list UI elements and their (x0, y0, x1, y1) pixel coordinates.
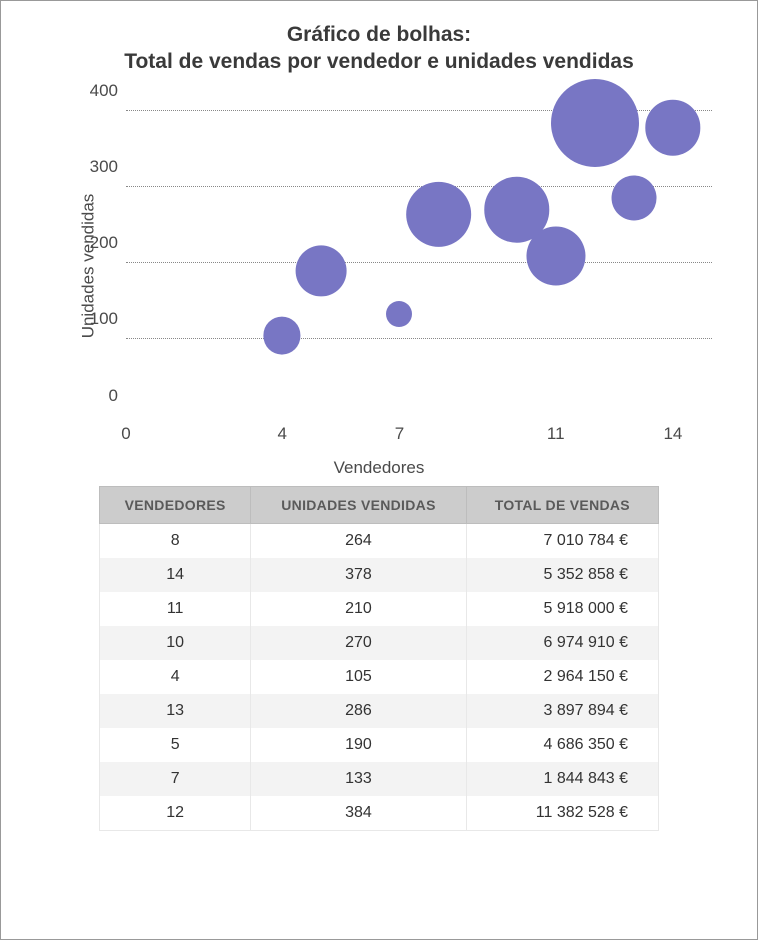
table-cell: 5 918 000 € (466, 592, 658, 626)
table-row: 112105 918 000 € (100, 592, 659, 626)
table-cell: 210 (251, 592, 466, 626)
table-cell: 105 (251, 660, 466, 694)
table-cell: 3 897 894 € (466, 694, 658, 728)
y-tick-label: 100 (76, 309, 118, 329)
table-row: 41052 964 150 € (100, 660, 659, 694)
table-row: 1238411 382 528 € (100, 796, 659, 831)
table-row: 132863 897 894 € (100, 694, 659, 728)
x-tick-label: 14 (663, 424, 682, 444)
bubble (551, 79, 639, 167)
table-row: 143785 352 858 € (100, 558, 659, 592)
bubble (386, 301, 412, 327)
table-cell: 6 974 910 € (466, 626, 658, 660)
table-cell: 11 382 528 € (466, 796, 658, 831)
table-cell: 2 964 150 € (466, 660, 658, 694)
table-cell: 190 (251, 728, 466, 762)
table-cell: 5 (100, 728, 251, 762)
gridline (126, 262, 712, 263)
x-tick-label: 7 (395, 424, 404, 444)
plot-area: 01002003004000471114 (126, 96, 712, 416)
table-cell: 384 (251, 796, 466, 831)
table-cell: 133 (251, 762, 466, 796)
bubble (645, 100, 700, 155)
y-tick-label: 200 (76, 233, 118, 253)
x-tick-label: 11 (547, 424, 565, 444)
table-cell: 13 (100, 694, 251, 728)
table-row: 82647 010 784 € (100, 523, 659, 558)
table-cell: 286 (251, 694, 466, 728)
table-row: 102706 974 910 € (100, 626, 659, 660)
bubble (611, 175, 656, 220)
table-row: 51904 686 350 € (100, 728, 659, 762)
chart-title-line2: Total de vendas por vendedor e unidades … (26, 48, 732, 75)
table-cell: 5 352 858 € (466, 558, 658, 592)
table-cell: 270 (251, 626, 466, 660)
chart-title-line1: Gráfico de bolhas: (26, 21, 732, 48)
table-cell: 14 (100, 558, 251, 592)
chart-title: Gráfico de bolhas: Total de vendas por v… (26, 21, 732, 76)
table-cell: 4 686 350 € (466, 728, 658, 762)
y-tick-label: 400 (76, 81, 118, 101)
x-tick-label: 4 (278, 424, 287, 444)
table-cell: 264 (251, 523, 466, 558)
bubble (406, 182, 472, 248)
table-cell: 1 844 843 € (466, 762, 658, 796)
x-axis-label: Vendedores (334, 458, 425, 478)
x-tick-label: 0 (121, 424, 130, 444)
bubble (264, 317, 301, 354)
table-cell: 8 (100, 523, 251, 558)
table-cell: 7 (100, 762, 251, 796)
y-tick-label: 0 (76, 386, 118, 406)
col-header-unidades: UNIDADES VENDIDAS (251, 486, 466, 523)
y-tick-label: 300 (76, 157, 118, 177)
bubble-chart: Unidades vendidas 01002003004000471114 V… (26, 86, 732, 446)
data-table: VENDEDORES UNIDADES VENDIDAS TOTAL DE VE… (99, 486, 659, 831)
table-cell: 12 (100, 796, 251, 831)
table-cell: 378 (251, 558, 466, 592)
col-header-vendedores: VENDEDORES (100, 486, 251, 523)
table-cell: 11 (100, 592, 251, 626)
col-header-total: TOTAL DE VENDAS (466, 486, 658, 523)
table-cell: 10 (100, 626, 251, 660)
table-cell: 4 (100, 660, 251, 694)
table-header-row: VENDEDORES UNIDADES VENDIDAS TOTAL DE VE… (100, 486, 659, 523)
table-row: 71331 844 843 € (100, 762, 659, 796)
table-cell: 7 010 784 € (466, 523, 658, 558)
gridline (126, 338, 712, 339)
bubble (296, 245, 347, 296)
